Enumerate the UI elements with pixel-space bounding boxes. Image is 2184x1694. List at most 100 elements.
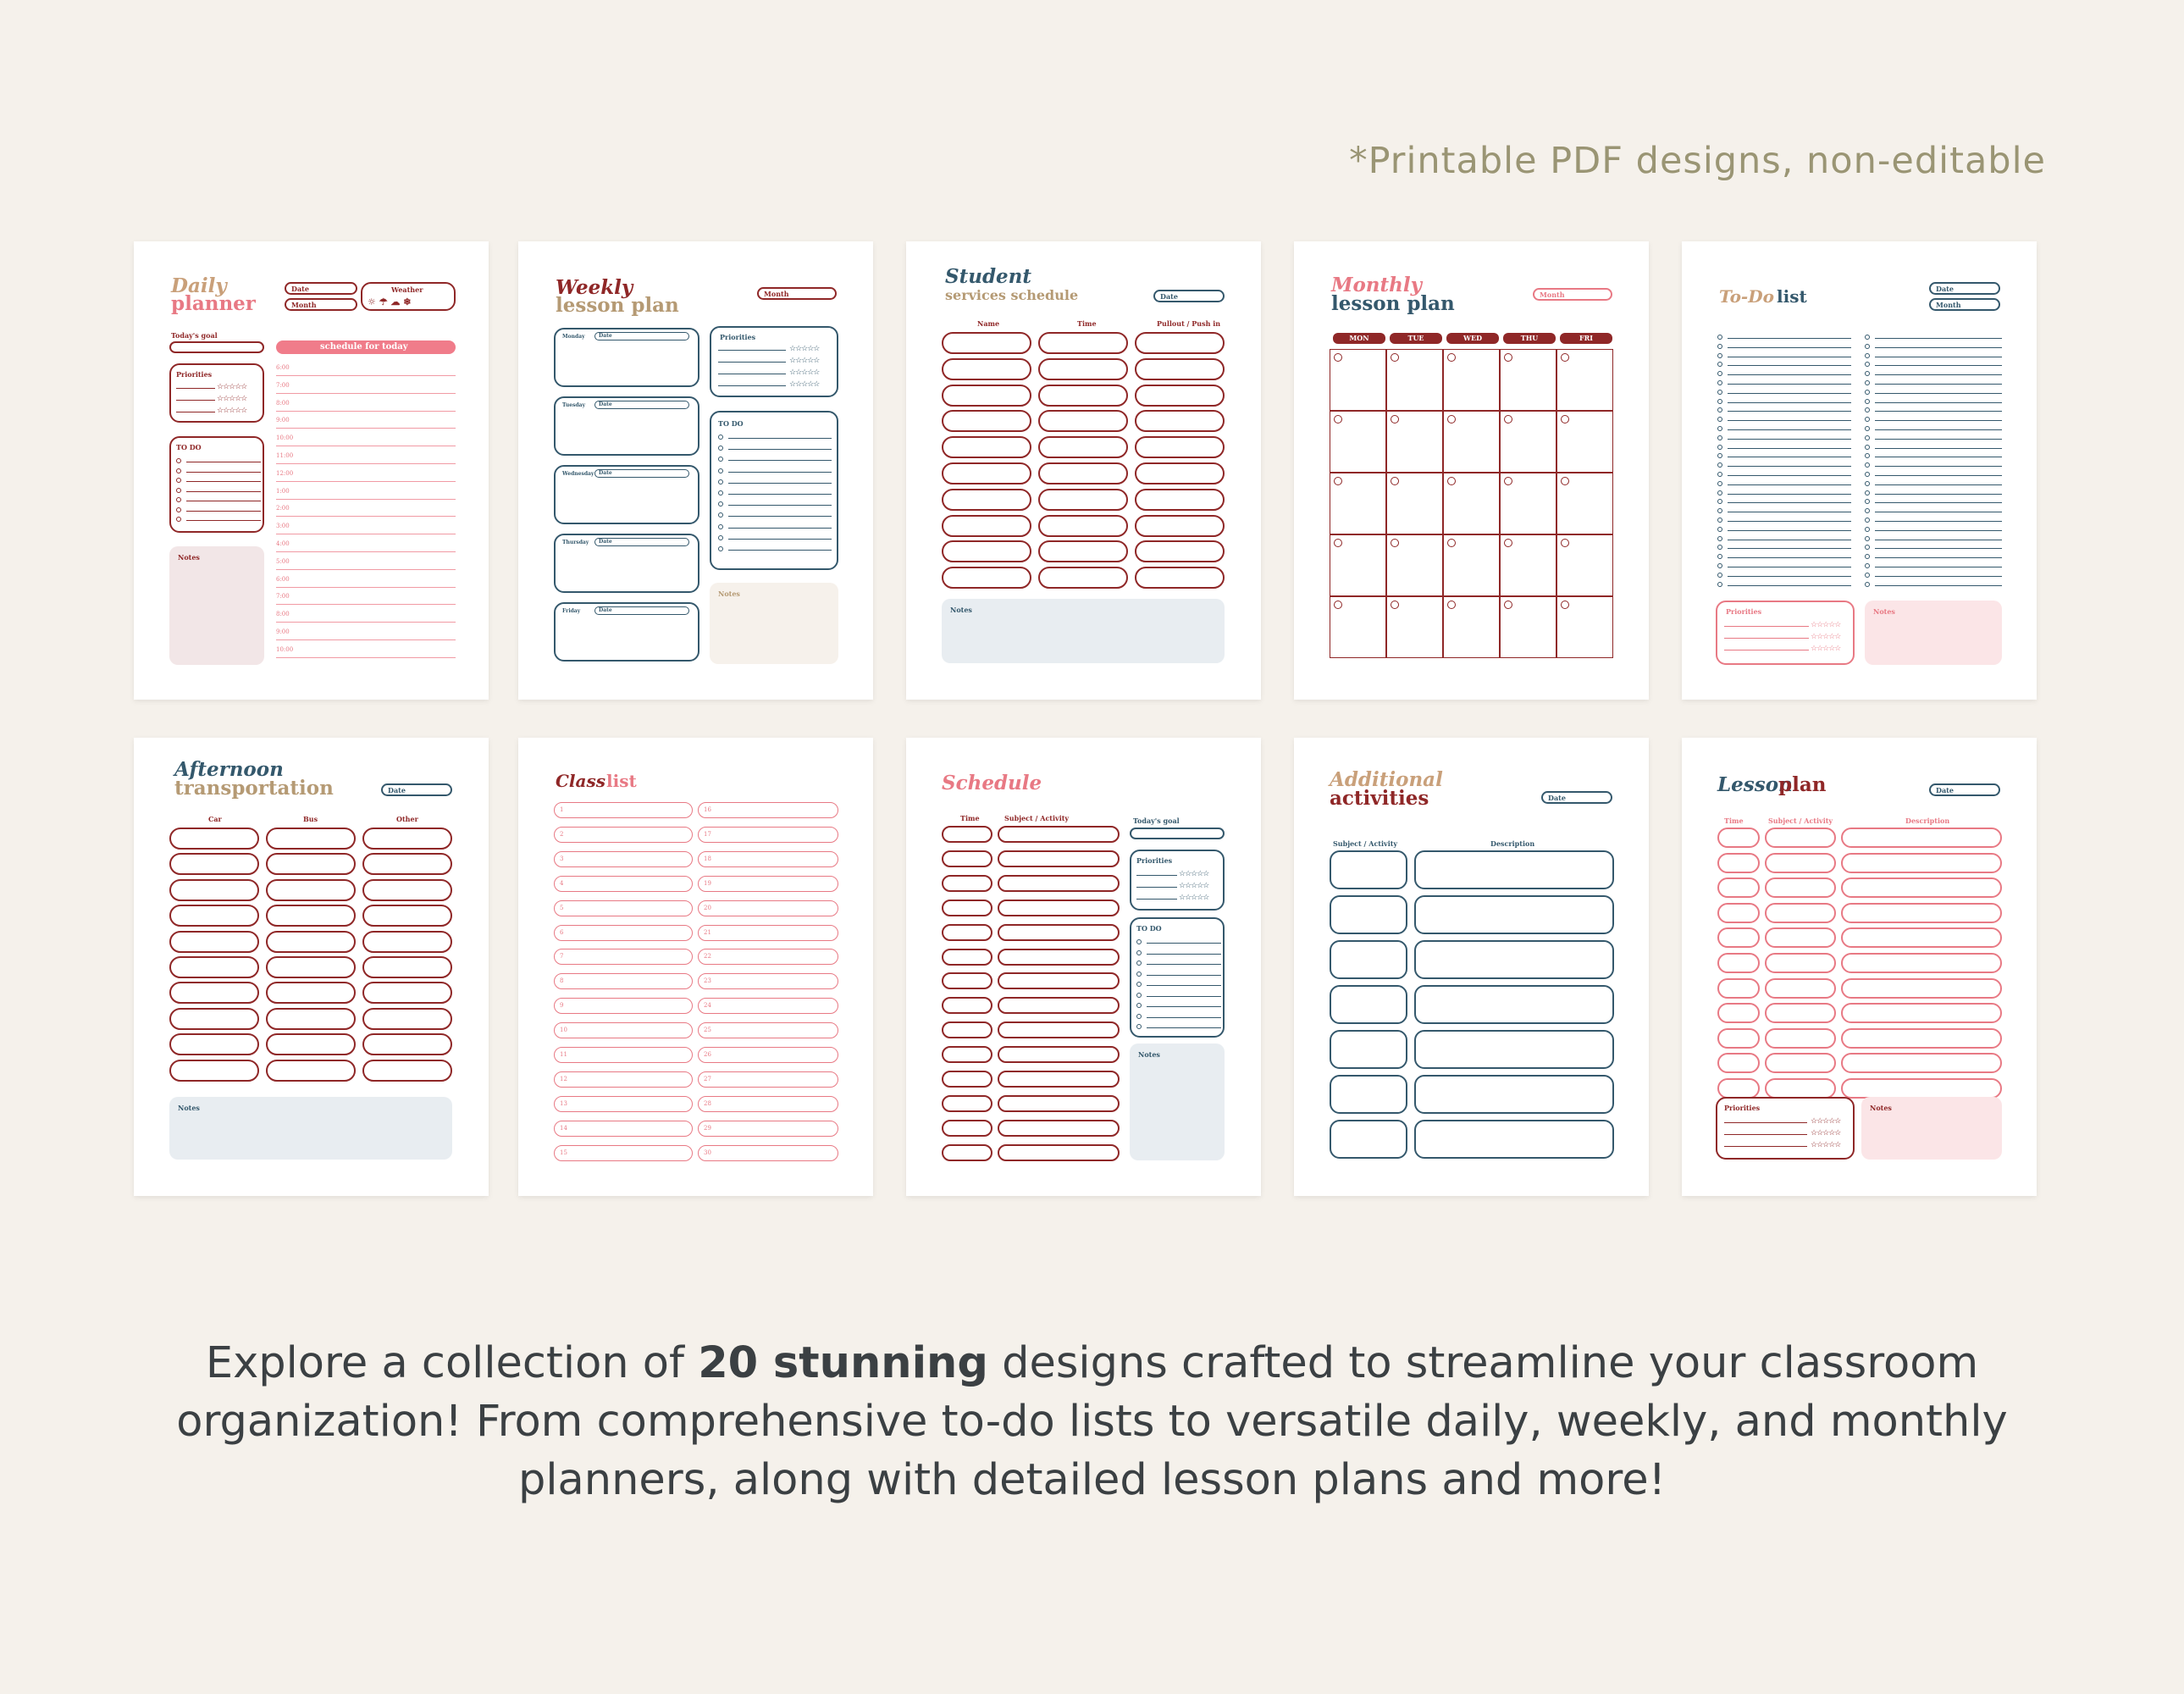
student-number: 21 <box>704 928 711 936</box>
checkbox-circle <box>1865 472 1870 477</box>
calendar-cell <box>1443 473 1500 534</box>
date-circle <box>1447 353 1456 362</box>
todo-line <box>1875 411 2002 412</box>
calendar-cell <box>1500 596 1556 658</box>
date-circle <box>1391 477 1399 485</box>
checkbox-circle <box>1865 407 1870 413</box>
notes-area: Notes <box>169 546 264 665</box>
checkbox-circle <box>1865 554 1870 560</box>
activity-field <box>998 874 1120 892</box>
student-number: 26 <box>704 1051 711 1058</box>
todo-line <box>186 490 261 492</box>
subject-field <box>1765 902 1836 923</box>
todo-line <box>1728 384 1851 385</box>
todo-line <box>728 505 832 507</box>
checkbox-circle <box>1717 545 1722 551</box>
student-field: 18 <box>698 850 838 867</box>
todo-line <box>1875 548 2002 550</box>
date-circle <box>1447 601 1456 609</box>
schedule-line <box>276 375 456 376</box>
calendar-cell <box>1443 349 1500 411</box>
activity-field <box>998 948 1120 966</box>
calendar-cell <box>1500 473 1556 534</box>
subject-field <box>1330 1075 1407 1114</box>
description-field <box>1841 1003 2002 1024</box>
month-field: Month <box>757 287 837 300</box>
todo-box: TO DO <box>169 436 264 533</box>
weekday-label: FRI <box>1579 334 1594 342</box>
date-circle <box>1391 415 1399 424</box>
time-label: 7:00 <box>276 593 290 601</box>
todo-line <box>1147 953 1221 955</box>
date-circle <box>1334 353 1342 362</box>
checkbox-circle <box>1717 398 1722 404</box>
checkbox-circle <box>1717 462 1722 468</box>
student-field: 15 <box>554 1144 693 1161</box>
description-field <box>1414 895 1614 934</box>
todo-line <box>1147 985 1221 986</box>
date-circle <box>1504 353 1512 362</box>
todo-line <box>1728 521 1851 522</box>
todo-line <box>1875 346 2002 348</box>
date-circle <box>1391 353 1399 362</box>
schedule-line <box>276 639 456 640</box>
entry-field <box>1135 357 1225 380</box>
checkbox-circle <box>1717 554 1722 560</box>
entry-field <box>266 930 356 953</box>
checkbox-circle <box>1717 380 1722 385</box>
checkbox-circle <box>1865 389 1870 395</box>
checkbox-circle <box>1865 518 1870 523</box>
todo-line <box>728 527 832 529</box>
time-field <box>1717 828 1760 848</box>
entry-field <box>942 436 1031 459</box>
month-field: Month <box>285 298 357 311</box>
entry-field <box>942 332 1031 354</box>
todo-line <box>1875 584 2002 586</box>
plan-title: plan <box>1778 773 1827 796</box>
notes-area: Notes <box>169 1097 452 1160</box>
checkbox-circle <box>718 457 723 462</box>
calendar-cell <box>1330 349 1386 411</box>
todo-line <box>1875 575 2002 577</box>
checkbox-circle <box>1717 335 1722 340</box>
time-label: 10:00 <box>276 435 294 442</box>
lesson-plan-title: lesson plan <box>556 294 679 317</box>
todo-line <box>1728 374 1851 376</box>
student-number: 9 <box>560 1002 564 1010</box>
entry-field <box>266 828 356 850</box>
checkbox-circle <box>1717 417 1722 423</box>
student-field: 13 <box>554 1095 693 1112</box>
todo-line <box>1728 466 1851 468</box>
checkbox-circle <box>1865 508 1870 514</box>
checkbox-circle <box>1717 518 1722 523</box>
date-field: Date <box>1929 282 2000 295</box>
date-circle <box>1504 601 1512 609</box>
subject-field <box>1765 977 1836 999</box>
calendar-cell <box>1443 534 1500 596</box>
checkbox-circle <box>1717 389 1722 395</box>
entry-field <box>1135 462 1225 484</box>
entry-field <box>169 1007 259 1030</box>
todo-line <box>728 460 832 462</box>
subject-field <box>1765 953 1836 973</box>
student-number: 19 <box>704 879 711 887</box>
student-field: 12 <box>554 1071 693 1088</box>
checkbox-circle <box>1717 499 1722 505</box>
calendar-cell <box>1386 349 1443 411</box>
student-number: 3 <box>560 855 564 862</box>
class-title: Class <box>556 771 605 791</box>
day-box: Thursday Date <box>554 534 699 593</box>
time-field <box>942 972 992 990</box>
weekday-header: WED <box>1446 333 1499 344</box>
student-field: 8 <box>554 973 693 990</box>
subject-field <box>1330 940 1407 979</box>
day-label: Thursday <box>562 540 589 545</box>
checkbox-circle <box>176 497 181 502</box>
transportation-title: transportation <box>174 777 334 800</box>
student-field: 19 <box>698 875 838 892</box>
date-label: Date <box>599 470 612 476</box>
time-field <box>942 1143 992 1161</box>
schedule-line <box>276 463 456 464</box>
todo-line <box>1875 392 2002 394</box>
time-label: 6:00 <box>276 364 290 371</box>
